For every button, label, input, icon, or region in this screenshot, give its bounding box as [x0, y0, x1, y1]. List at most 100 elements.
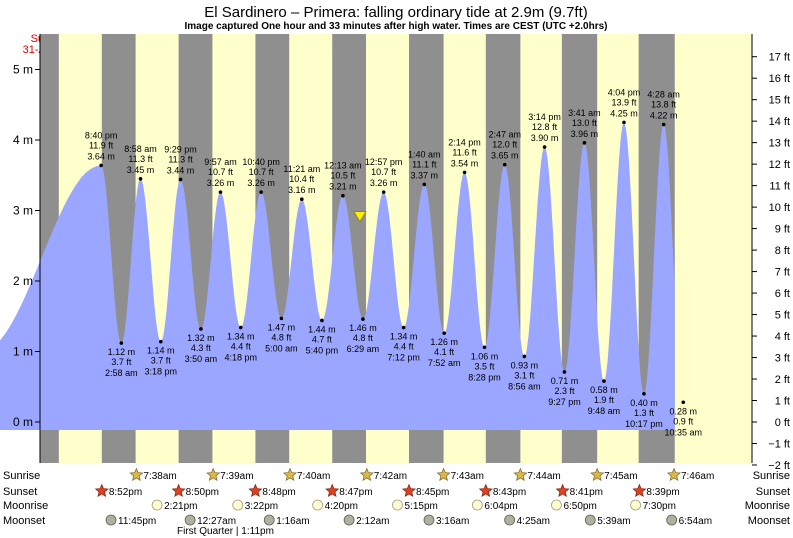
row-label-right: Sunrise [753, 470, 790, 482]
sunrise-time: 7:43am [451, 471, 484, 482]
right-axis-tick-label: 8 ft [775, 245, 790, 257]
high-tide-point [300, 197, 304, 202]
sunset-icon [94, 483, 109, 498]
high-tide-point [542, 145, 547, 149]
high-tide-time: 8:40 pm [85, 130, 118, 140]
high-tide-metres: 3.65 m [491, 151, 519, 161]
low-tide-time: 10:17 pm [625, 419, 663, 429]
sunrise-icon [282, 467, 298, 482]
high-tide-metres: 4.22 m [650, 110, 678, 120]
high-tide-metres: 3.44 m [167, 165, 195, 175]
high-tide-metres: 3.26 m [247, 178, 275, 188]
sunset-icon [478, 483, 493, 498]
moonset-time: 11:45pm [118, 516, 156, 527]
sunset-icon [171, 483, 186, 498]
left-axis-metres: 0 m 1 m 2 m 3 m 4 m 5 m [13, 34, 41, 463]
right-axis-tick-label: 15 ft [769, 95, 790, 107]
low-tide-point [642, 392, 646, 396]
high-tide-metres: 3.90 m [531, 133, 559, 143]
row-label-left: Moonset [3, 515, 45, 527]
low-tide-feet: 3.1 ft [514, 370, 535, 380]
moonset-time: 12:27am [197, 516, 236, 527]
low-tide-metres: 1.26 m [430, 337, 458, 347]
row-label-left: Moonrise [3, 500, 48, 512]
high-tide-point [99, 163, 103, 168]
high-tide-feet: 10.5 ft [330, 171, 356, 181]
high-tide-feet: 10.7 ft [249, 167, 275, 177]
low-tide-time: 3:50 am [185, 354, 218, 364]
low-tide-time: 8:28 pm [468, 372, 501, 382]
sunset-time: 8:47pm [339, 487, 372, 498]
moonrise-time: 7:30pm [643, 501, 676, 512]
low-tide-time: 7:12 pm [387, 353, 420, 363]
left-axis-tick-label: 2 m [13, 274, 33, 288]
right-axis-tick-label: 7 ft [775, 267, 790, 279]
low-tide-metres: 0.71 m [551, 376, 579, 386]
right-axis-tick-label: −2 ft [768, 460, 790, 472]
sunset-time: 8:45pm [416, 487, 449, 498]
low-tide-point [158, 339, 163, 344]
right-axis-tick-label: 6 ft [775, 288, 790, 300]
high-tide-point [582, 141, 587, 145]
low-tide-point [320, 318, 324, 323]
sunset-icon [401, 483, 417, 498]
moonrise-icon [471, 499, 483, 511]
right-axis-tick-label: 5 ft [775, 310, 790, 322]
moonset-time: 2:12am [356, 516, 389, 527]
high-tide-time: 4:28 am [647, 89, 680, 99]
right-axis-tick-label: 9 ft [775, 224, 790, 236]
high-tide-metres: 4.25 m [610, 108, 638, 118]
low-tide-feet: 1.3 ft [634, 408, 655, 418]
sunset-time: 8:50pm [186, 487, 219, 498]
low-tide-time: 2:58 am [105, 368, 138, 378]
right-axis-tick-label: 10 ft [769, 202, 790, 214]
high-tide-time: 4:04 pm [608, 87, 641, 97]
low-tide-metres: 1.44 m [308, 324, 336, 334]
sunset-icon [325, 483, 340, 498]
low-tide-time: 8:56 am [508, 381, 541, 391]
high-tide-time: 9:57 am [204, 157, 237, 167]
high-tide-metres: 3.26 m [370, 178, 398, 188]
moonrise-time: 2:21pm [164, 501, 197, 512]
high-tide-time: 8:58 am [124, 144, 157, 154]
low-tide-metres: 1.47 m [268, 322, 296, 332]
sunrise-time: 7:46am [681, 471, 714, 482]
low-tide-point [238, 325, 243, 330]
moonset-time: 4:25am [517, 516, 550, 527]
sunrise-icon [436, 467, 451, 482]
left-axis-tick-label: 1 m [13, 345, 33, 359]
high-tide-time: 10:40 pm [242, 157, 280, 167]
sunset-time: 8:41pm [570, 487, 603, 498]
low-tide-metres: 1.12 m [108, 347, 136, 357]
low-tide-feet: 4.3 ft [191, 343, 212, 353]
low-tide-feet: 4.1 ft [434, 347, 455, 357]
low-tide-feet: 4.8 ft [353, 333, 374, 343]
moonset-icon [105, 514, 117, 526]
sunrise-time: 7:42am [374, 471, 407, 482]
row-label-right: Sunset [756, 486, 790, 498]
low-tide-time: 6:29 am [347, 344, 380, 354]
high-tide-metres: 3.64 m [87, 151, 115, 161]
high-tide-metres: 3.21 m [329, 182, 357, 192]
low-tide-metres: 1.34 m [227, 332, 255, 342]
sunrise-time: 7:40am [297, 471, 330, 482]
low-tide-point [119, 341, 124, 345]
high-tide-point [259, 190, 263, 194]
high-tide-point [622, 120, 626, 125]
low-tide-feet: 3.7 ft [111, 357, 132, 367]
high-tide-feet: 11.9 ft [89, 140, 114, 150]
low-tide-feet: 4.4 ft [231, 342, 252, 352]
high-tide-time: 1:40 am [408, 149, 441, 159]
sunrise-time: 7:39am [220, 471, 253, 482]
sunrise-icon [513, 467, 528, 482]
right-axis-tick-label: 11 ft [769, 181, 790, 193]
right-axis-tick-label: 14 ft [769, 116, 790, 128]
chart-title: El Sardinero – Primera: falling ordinary… [204, 4, 588, 21]
right-axis-tick-label: 4 ft [775, 331, 790, 343]
sunrise-icon [206, 467, 221, 482]
low-tide-metres: 1.46 m [349, 323, 377, 333]
moonset-icon [666, 514, 678, 526]
high-tide-time: 2:47 am [488, 130, 521, 140]
chart-subtitle: Image captured One hour and 33 minutes a… [185, 21, 608, 32]
